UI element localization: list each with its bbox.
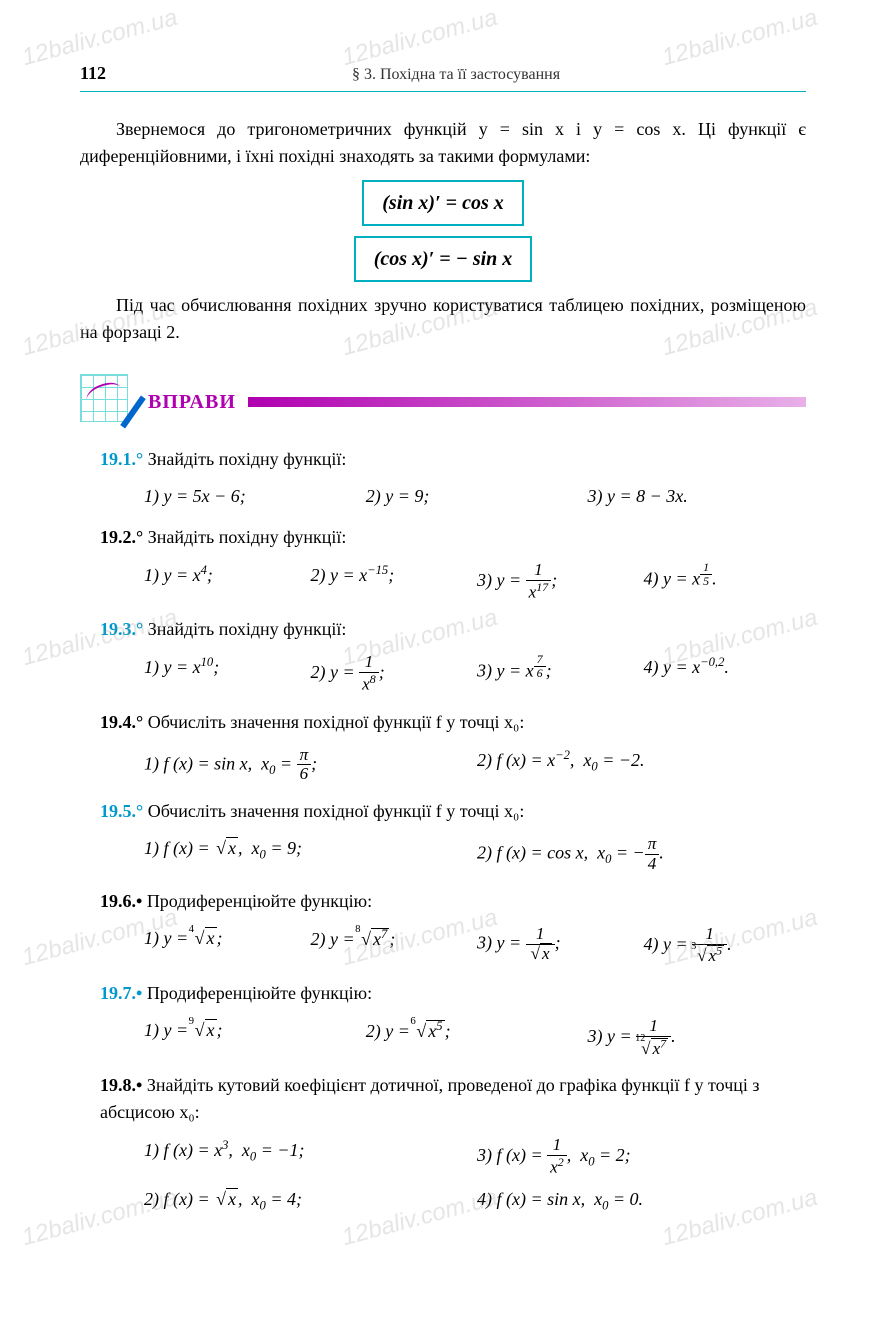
exercises-title: ВПРАВИ	[148, 387, 236, 417]
part: 4) y = x−0,2.	[640, 649, 807, 698]
subparts: 1) f (x) = x3, x0 = −1; 3) f (x) = 1x2, …	[140, 1132, 806, 1219]
exercise-number: 19.6.•	[100, 891, 142, 911]
subparts: 1) f (x) = sin x, x0 = π6; 2) f (x) = x−…	[140, 742, 806, 789]
formula-cos: (cos x)′ = − sin x	[354, 236, 533, 282]
part: 1) y = x4;	[140, 557, 307, 606]
exercise-19-8: 19.8.• Знайдіть кутовий коефіцієнт дотич…	[100, 1072, 806, 1219]
part: 4) y = 13x5.	[640, 921, 807, 970]
subparts: 1) y = 9x; 2) y = 6x5; 3) y = 112x7.	[140, 1013, 806, 1062]
exercise-19-4: 19.4.° Обчисліть значення похідної функц…	[100, 709, 806, 789]
part: 3) f (x) = 1x2, x0 = 2;	[473, 1132, 806, 1181]
part: 3) y = 1x;	[473, 921, 640, 970]
formula-sin: (sin x)′ = cos x	[362, 180, 523, 226]
part: 1) y = 4x;	[140, 921, 307, 970]
part: 1) y = 9x;	[140, 1013, 362, 1062]
exercise-text: Обчисліть значення похідної функції f у …	[148, 712, 525, 732]
exercise-19-3: 19.3.° Знайдіть похідну функції: 1) y = …	[100, 616, 806, 698]
part: 3) y = x76;	[473, 649, 640, 698]
part: 4) y = x15.	[640, 557, 807, 606]
exercise-text: Знайдіть кутовий коефіцієнт дотичної, пр…	[100, 1075, 760, 1122]
exercise-19-7: 19.7.• Продиференціюйте функцію: 1) y = …	[100, 980, 806, 1062]
exercise-number: 19.4.°	[100, 712, 143, 732]
exercise-text: Знайдіть похідну функції:	[148, 619, 347, 639]
exercise-19-1: 19.1.° Знайдіть похідну функції: 1) y = …	[100, 446, 806, 514]
exercise-text: Знайдіть похідну функції:	[148, 449, 347, 469]
page-header: 112 § 3. Похідна та її застосування	[80, 60, 806, 92]
exercises-icon	[80, 374, 136, 430]
exercise-number: 19.7.•	[100, 983, 142, 1003]
part: 2) f (x) = x−2, x0 = −2.	[473, 742, 806, 789]
exercise-text: Продиференціюйте функцію:	[147, 983, 372, 1003]
exercise-19-5: 19.5.° Обчисліть значення похідної функц…	[100, 798, 806, 878]
page-number: 112	[80, 60, 106, 87]
part: 2) f (x) = cos x, x0 = −π4.	[473, 831, 806, 878]
part: 1) y = 5x − 6;	[140, 479, 362, 514]
exercise-text: Обчисліть значення похідної функції f у …	[148, 801, 525, 821]
exercise-number: 19.3.°	[100, 619, 143, 639]
exercise-number: 19.8.•	[100, 1075, 142, 1095]
part: 2) y = 9;	[362, 479, 584, 514]
subparts: 1) y = x4; 2) y = x−15; 3) y = 1x17; 4) …	[140, 557, 806, 606]
part: 2) y = 8x7;	[307, 921, 474, 970]
intro-paragraph-1: Звернемося до тригонометричних функцій y…	[80, 116, 806, 170]
part: 2) y = 6x5;	[362, 1013, 584, 1062]
part: 1) f (x) = sin x, x0 = π6;	[140, 742, 473, 789]
part: 2) y = 1x8;	[307, 649, 474, 698]
exercise-text: Знайдіть похідну функції:	[148, 527, 347, 547]
part: 2) y = x−15;	[307, 557, 474, 606]
part: 4) f (x) = sin x, x0 = 0.	[473, 1182, 806, 1219]
exercises-heading: ВПРАВИ	[80, 374, 806, 430]
exercise-number: 19.1.°	[100, 449, 143, 469]
exercises-bar	[248, 397, 806, 407]
part: 2) f (x) = x, x0 = 4;	[140, 1182, 473, 1219]
part: 1) y = x10;	[140, 649, 307, 698]
exercise-number: 19.2.°	[100, 527, 143, 547]
exercise-19-2: 19.2.° Знайдіть похідну функції: 1) y = …	[100, 524, 806, 606]
part: 1) f (x) = x3, x0 = −1;	[140, 1132, 473, 1181]
part: 3) y = 112x7.	[584, 1013, 806, 1062]
intro-paragraph-2: Під час обчислювання похідних зручно кор…	[80, 292, 806, 346]
subparts: 1) y = x10; 2) y = 1x8; 3) y = x76; 4) y…	[140, 649, 806, 698]
chapter-title: § 3. Похідна та її застосування	[106, 63, 806, 87]
part: 3) y = 8 − 3x.	[584, 479, 806, 514]
subparts: 1) y = 4x; 2) y = 8x7; 3) y = 1x; 4) y =…	[140, 921, 806, 970]
exercise-19-6: 19.6.• Продиференціюйте функцію: 1) y = …	[100, 888, 806, 970]
subparts: 1) y = 5x − 6; 2) y = 9; 3) y = 8 − 3x.	[140, 479, 806, 514]
exercise-number: 19.5.°	[100, 801, 143, 821]
subparts: 1) f (x) = x, x0 = 9; 2) f (x) = cos x, …	[140, 831, 806, 878]
part: 3) y = 1x17;	[473, 557, 640, 606]
exercise-text: Продиференціюйте функцію:	[147, 891, 372, 911]
part: 1) f (x) = x, x0 = 9;	[140, 831, 473, 878]
